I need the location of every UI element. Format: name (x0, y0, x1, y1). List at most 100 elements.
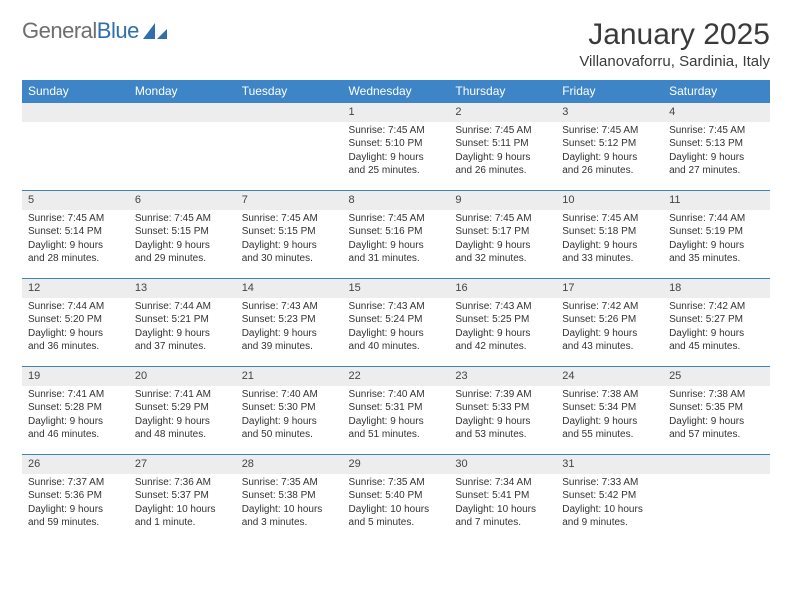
calendar-day-cell (663, 455, 770, 543)
calendar-day-cell: 11Sunrise: 7:44 AMSunset: 5:19 PMDayligh… (663, 191, 770, 279)
day-detail-line: and 3 minutes. (242, 516, 337, 530)
logo-sail-icon (141, 21, 169, 41)
day-detail-line: Daylight: 9 hours (455, 327, 550, 341)
day-detail-line: Sunrise: 7:43 AM (455, 300, 550, 314)
day-details: Sunrise: 7:35 AMSunset: 5:40 PMDaylight:… (343, 474, 450, 534)
day-detail-line: and 27 minutes. (669, 164, 764, 178)
day-detail-line: Sunrise: 7:45 AM (562, 212, 657, 226)
calendar-day-cell: 20Sunrise: 7:41 AMSunset: 5:29 PMDayligh… (129, 367, 236, 455)
day-details (236, 122, 343, 128)
day-detail-line: Daylight: 9 hours (455, 151, 550, 165)
day-detail-line: Daylight: 10 hours (349, 503, 444, 517)
day-detail-line: Sunrise: 7:45 AM (562, 124, 657, 138)
weekday-header: Friday (556, 80, 663, 103)
day-detail-line: Daylight: 10 hours (455, 503, 550, 517)
day-number: 6 (129, 191, 236, 210)
day-detail-line: and 28 minutes. (28, 252, 123, 266)
day-detail-line: Sunset: 5:29 PM (135, 401, 230, 415)
day-detail-line: Sunset: 5:24 PM (349, 313, 444, 327)
day-detail-line: Sunrise: 7:44 AM (135, 300, 230, 314)
day-detail-line: Daylight: 9 hours (349, 239, 444, 253)
day-detail-line: Sunrise: 7:40 AM (242, 388, 337, 402)
day-details: Sunrise: 7:44 AMSunset: 5:19 PMDaylight:… (663, 210, 770, 270)
calendar-day-cell: 24Sunrise: 7:38 AMSunset: 5:34 PMDayligh… (556, 367, 663, 455)
day-detail-line: and 30 minutes. (242, 252, 337, 266)
day-details: Sunrise: 7:40 AMSunset: 5:30 PMDaylight:… (236, 386, 343, 446)
day-details: Sunrise: 7:45 AMSunset: 5:11 PMDaylight:… (449, 122, 556, 182)
day-number: 27 (129, 455, 236, 474)
calendar-day-cell: 9Sunrise: 7:45 AMSunset: 5:17 PMDaylight… (449, 191, 556, 279)
calendar-day-cell: 27Sunrise: 7:36 AMSunset: 5:37 PMDayligh… (129, 455, 236, 543)
calendar-week-row: 5Sunrise: 7:45 AMSunset: 5:14 PMDaylight… (22, 191, 770, 279)
day-detail-line: Daylight: 9 hours (135, 415, 230, 429)
day-detail-line: Sunset: 5:42 PM (562, 489, 657, 503)
calendar-day-cell: 4Sunrise: 7:45 AMSunset: 5:13 PMDaylight… (663, 103, 770, 191)
day-detail-line: Sunrise: 7:41 AM (135, 388, 230, 402)
day-number: 3 (556, 103, 663, 122)
day-detail-line: and 7 minutes. (455, 516, 550, 530)
weekday-header: Thursday (449, 80, 556, 103)
day-detail-line: Sunrise: 7:45 AM (135, 212, 230, 226)
day-detail-line: Sunset: 5:23 PM (242, 313, 337, 327)
day-details: Sunrise: 7:34 AMSunset: 5:41 PMDaylight:… (449, 474, 556, 534)
day-detail-line: and 29 minutes. (135, 252, 230, 266)
day-detail-line: Daylight: 9 hours (562, 415, 657, 429)
day-detail-line: and 57 minutes. (669, 428, 764, 442)
day-number: 28 (236, 455, 343, 474)
day-detail-line: Daylight: 9 hours (349, 151, 444, 165)
logo-text-2: Blue (97, 18, 139, 44)
day-number: 23 (449, 367, 556, 386)
day-number: 16 (449, 279, 556, 298)
day-details: Sunrise: 7:41 AMSunset: 5:29 PMDaylight:… (129, 386, 236, 446)
day-details (663, 474, 770, 480)
day-number: 22 (343, 367, 450, 386)
day-detail-line: Daylight: 9 hours (562, 151, 657, 165)
day-detail-line: Sunrise: 7:38 AM (669, 388, 764, 402)
day-detail-line: Daylight: 9 hours (669, 415, 764, 429)
day-details: Sunrise: 7:45 AMSunset: 5:12 PMDaylight:… (556, 122, 663, 182)
day-detail-line: Sunset: 5:41 PM (455, 489, 550, 503)
day-number: 17 (556, 279, 663, 298)
day-detail-line: Sunset: 5:20 PM (28, 313, 123, 327)
weekday-header: Wednesday (343, 80, 450, 103)
title-block: January 2025 Villanovaforru, Sardinia, I… (579, 18, 770, 70)
page-title: January 2025 (579, 18, 770, 51)
day-detail-line: Daylight: 10 hours (562, 503, 657, 517)
weekday-header: Sunday (22, 80, 129, 103)
day-detail-line: Daylight: 9 hours (28, 415, 123, 429)
day-detail-line: Daylight: 9 hours (455, 239, 550, 253)
day-number: 2 (449, 103, 556, 122)
day-detail-line: Daylight: 9 hours (562, 239, 657, 253)
calendar-week-row: 1Sunrise: 7:45 AMSunset: 5:10 PMDaylight… (22, 103, 770, 191)
day-detail-line: Sunrise: 7:45 AM (349, 124, 444, 138)
day-detail-line: and 32 minutes. (455, 252, 550, 266)
day-details: Sunrise: 7:43 AMSunset: 5:24 PMDaylight:… (343, 298, 450, 358)
day-detail-line: and 26 minutes. (455, 164, 550, 178)
day-detail-line: Daylight: 9 hours (669, 239, 764, 253)
day-detail-line: Sunset: 5:36 PM (28, 489, 123, 503)
day-details: Sunrise: 7:45 AMSunset: 5:14 PMDaylight:… (22, 210, 129, 270)
day-detail-line: Sunrise: 7:44 AM (28, 300, 123, 314)
day-detail-line: and 53 minutes. (455, 428, 550, 442)
day-detail-line: and 42 minutes. (455, 340, 550, 354)
day-details: Sunrise: 7:44 AMSunset: 5:21 PMDaylight:… (129, 298, 236, 358)
day-detail-line: and 25 minutes. (349, 164, 444, 178)
day-detail-line: Daylight: 9 hours (135, 239, 230, 253)
day-detail-line: Sunset: 5:25 PM (455, 313, 550, 327)
day-number: 4 (663, 103, 770, 122)
calendar-week-row: 26Sunrise: 7:37 AMSunset: 5:36 PMDayligh… (22, 455, 770, 543)
calendar-week-row: 19Sunrise: 7:41 AMSunset: 5:28 PMDayligh… (22, 367, 770, 455)
day-detail-line: and 33 minutes. (562, 252, 657, 266)
day-detail-line: Sunset: 5:16 PM (349, 225, 444, 239)
day-detail-line: and 39 minutes. (242, 340, 337, 354)
day-detail-line: Daylight: 9 hours (669, 151, 764, 165)
day-detail-line: Sunset: 5:35 PM (669, 401, 764, 415)
day-number (663, 455, 770, 474)
calendar-day-cell: 19Sunrise: 7:41 AMSunset: 5:28 PMDayligh… (22, 367, 129, 455)
day-detail-line: Daylight: 9 hours (349, 327, 444, 341)
day-detail-line: Sunset: 5:17 PM (455, 225, 550, 239)
day-details: Sunrise: 7:38 AMSunset: 5:34 PMDaylight:… (556, 386, 663, 446)
day-detail-line: Sunrise: 7:45 AM (242, 212, 337, 226)
day-number: 12 (22, 279, 129, 298)
calendar-day-cell: 6Sunrise: 7:45 AMSunset: 5:15 PMDaylight… (129, 191, 236, 279)
